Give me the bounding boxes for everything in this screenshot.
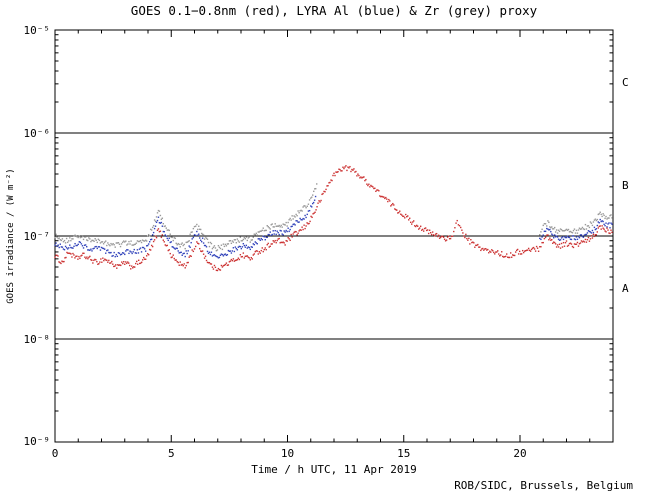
y-tick-label-1e-6: 10⁻⁶ <box>24 127 51 140</box>
y-tick-label-1e-5: 10⁻⁵ <box>24 24 51 37</box>
plot-area <box>54 29 614 443</box>
y-tick-label-1e-7: 10⁻⁷ <box>24 230 51 243</box>
chart-title: GOES 0.1−0.8nm (red), LYRA Al (blue) & Z… <box>131 3 538 18</box>
flare-class-label-c: C <box>622 76 629 89</box>
series-goes <box>54 165 613 272</box>
series-lyra-zr <box>54 183 613 252</box>
x-tick-label-0: 0 <box>52 447 59 460</box>
y-tick-label-1e-8: 10⁻⁸ <box>24 333 51 346</box>
flare-class-label-a: A <box>622 282 629 295</box>
flare-class-label-b: B <box>622 179 629 192</box>
x-axis-label: Time / h UTC, 11 Apr 2019 <box>251 463 417 476</box>
x-tick-label-15: 15 <box>397 447 410 460</box>
x-tick-label-20: 20 <box>513 447 526 460</box>
series-lyra-al <box>54 195 613 259</box>
x-tick-label-5: 5 <box>168 447 175 460</box>
x-tick-label-10: 10 <box>281 447 294 460</box>
credit-label: ROB/SIDC, Brussels, Belgium <box>454 479 633 492</box>
plot-frame <box>54 29 614 443</box>
y-tick-label-1e-9: 10⁻⁹ <box>24 435 51 448</box>
y-axis-label: GOES irradiance / (W m⁻²) <box>6 168 16 303</box>
